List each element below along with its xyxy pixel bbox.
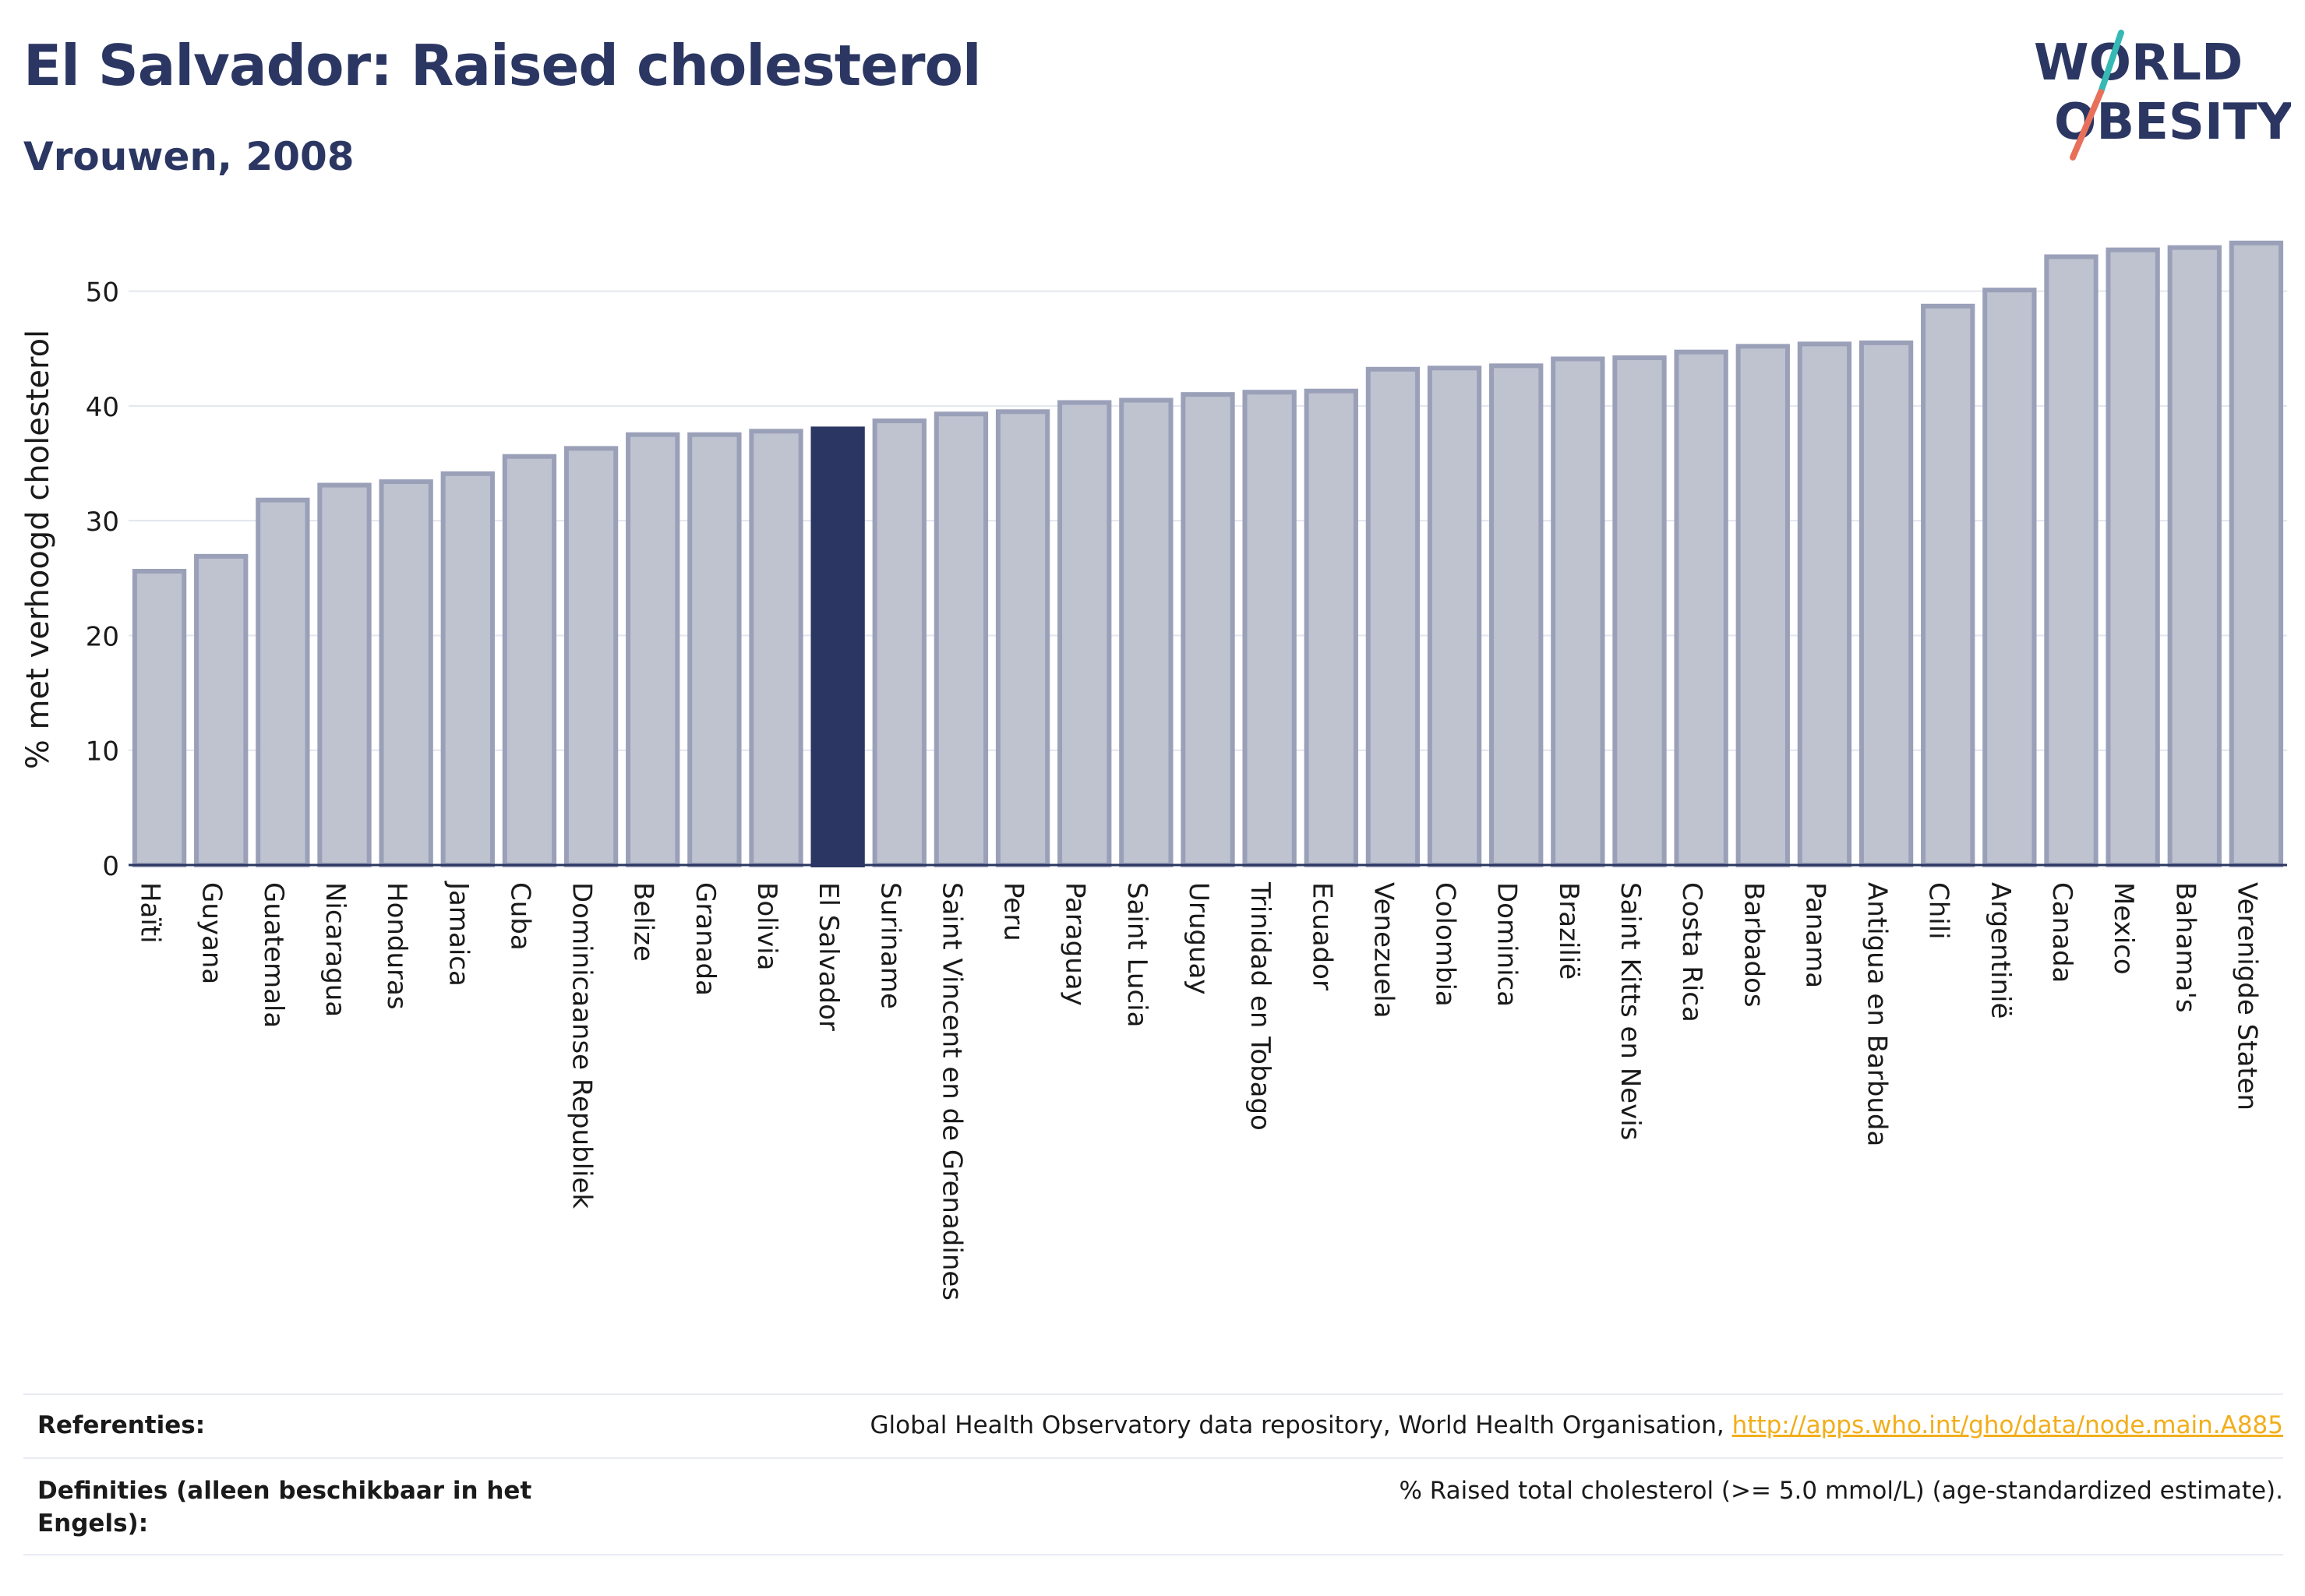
bar	[2044, 254, 2099, 868]
bar	[1242, 390, 1297, 867]
y-tick-label: 0	[102, 851, 119, 882]
x-tick-label: Costa Rica	[1676, 882, 1707, 1022]
references-link[interactable]: http://apps.who.int/gho/data/node.main.A…	[1731, 1411, 2283, 1439]
references-row: Referenties: Global Health Observatory d…	[23, 1409, 2283, 1456]
x-tick-label: Dominicaanse Republiek	[567, 882, 598, 1209]
x-tick-label: Saint Kitts en Nevis	[1615, 882, 1646, 1140]
bar	[440, 471, 495, 867]
x-axis-ticks: Haïti Guyana Guatemala Nicaragua Honduras Jam…	[135, 881, 2263, 1301]
bar	[1181, 392, 1235, 867]
bar	[1982, 288, 2037, 867]
bar-highlighted	[810, 426, 865, 867]
bar	[379, 479, 433, 867]
definitions-value: % Raised total cholesterol (>= 5.0 mmol/…	[1399, 1477, 2283, 1505]
bar	[2167, 245, 2222, 867]
y-axis-ticks: 0 10 20 30 40 50	[86, 277, 119, 882]
x-tick-label: Granada	[690, 882, 721, 996]
x-tick-label: Paraguay	[1060, 882, 1091, 1006]
definitions-row: Definities (alleen beschikbaar in het En…	[23, 1474, 2283, 1552]
bar	[1674, 349, 1728, 867]
x-tick-label: Trinidad en Tobago	[1244, 881, 1276, 1131]
bar	[563, 446, 619, 867]
bar	[1057, 400, 1112, 867]
x-tick-label: Barbados	[1738, 882, 1769, 1008]
y-tick-label: 30	[86, 507, 119, 538]
bar	[2106, 247, 2160, 868]
x-tick-label: Verenigde Staten	[2231, 882, 2262, 1110]
x-tick-label: Guatemala	[258, 882, 289, 1028]
x-tick-label: Belize	[628, 882, 659, 962]
bar	[626, 432, 680, 867]
x-tick-label: Saint Lucia	[1121, 882, 1152, 1027]
bar	[502, 454, 557, 867]
bar	[1858, 340, 1914, 867]
bars	[132, 240, 2284, 868]
world-obesity-logo: WORLD OBESITY	[2034, 30, 2291, 161]
y-tick-label: 40	[86, 392, 119, 423]
x-tick-label: Peru	[998, 882, 1029, 941]
bar	[132, 568, 187, 867]
x-tick-label: Guyana	[196, 882, 228, 984]
bar	[1612, 355, 1667, 867]
bar	[1427, 365, 1482, 867]
bar	[194, 553, 249, 867]
x-tick-label: Dominica	[1491, 882, 1523, 1007]
bar	[1365, 366, 1421, 868]
x-tick-label: Saint Vincent en de Grenadines	[936, 882, 967, 1301]
bar	[995, 409, 1050, 867]
bar	[872, 418, 927, 867]
references-text: Global Health Observatory data repositor…	[870, 1411, 1724, 1439]
references-label: Referenties:	[37, 1411, 206, 1439]
y-tick-label: 10	[86, 736, 119, 768]
x-tick-label: Panama	[1799, 882, 1830, 988]
bar	[1797, 341, 1852, 867]
bar	[317, 482, 372, 867]
bar	[749, 429, 803, 867]
footer-rule-middle	[23, 1457, 2283, 1459]
bar	[2229, 240, 2284, 868]
bar	[256, 497, 310, 867]
references-value: Global Health Observatory data repositor…	[870, 1409, 2283, 1442]
x-tick-label: Nicaragua	[319, 882, 351, 1017]
bar	[1119, 397, 1174, 867]
footer-rule-bottom	[23, 1554, 2283, 1555]
y-tick-label: 50	[86, 277, 119, 309]
x-tick-label: Bolivia	[751, 882, 782, 970]
bar	[1551, 356, 1605, 867]
x-tick-label: Bahama's	[2169, 882, 2201, 1013]
x-tick-label: Argentinië	[1985, 882, 2016, 1019]
bar	[1921, 303, 1975, 868]
x-tick-label: Antigua en Barbuda	[1862, 882, 1893, 1146]
x-tick-label: Mexico	[2108, 882, 2139, 975]
x-tick-label: Cuba	[504, 882, 535, 951]
bar	[687, 432, 742, 867]
x-tick-label: Chili	[1923, 882, 1954, 940]
y-tick-label: 20	[86, 621, 119, 652]
x-tick-label: Haïti	[135, 882, 166, 944]
x-tick-label: Canada	[2046, 882, 2077, 983]
logo-line1: WORLD	[2034, 34, 2243, 92]
y-axis-label: % met verhoogd cholesterol	[20, 330, 56, 769]
chart-subtitle: Vrouwen, 2008	[23, 134, 355, 179]
bar	[1304, 388, 1358, 868]
x-tick-label: Venezuela	[1368, 882, 1399, 1019]
x-tick-label: Suriname	[874, 882, 905, 1009]
x-tick-label: El Salvador	[813, 882, 844, 1031]
footer-rule-top	[23, 1393, 2283, 1395]
bar	[1735, 344, 1790, 867]
x-tick-label: Brazilië	[1553, 882, 1584, 980]
x-tick-label: Colombia	[1430, 882, 1461, 1007]
x-tick-label: Jamaica	[443, 881, 474, 987]
bar	[1489, 363, 1544, 867]
x-tick-label: Ecuador	[1306, 882, 1337, 990]
x-tick-label: Honduras	[381, 882, 412, 1010]
x-tick-label: Uruguay	[1183, 882, 1214, 995]
bar	[934, 411, 989, 867]
definitions-label: Definities (alleen beschikbaar in het En…	[37, 1477, 532, 1538]
bar-chart: 0 10 20 30 40 50 Haïti Guyana Guatemala Nicaragu…	[20, 240, 2287, 1301]
chart-title: El Salvador: Raised cholesterol	[23, 33, 982, 98]
